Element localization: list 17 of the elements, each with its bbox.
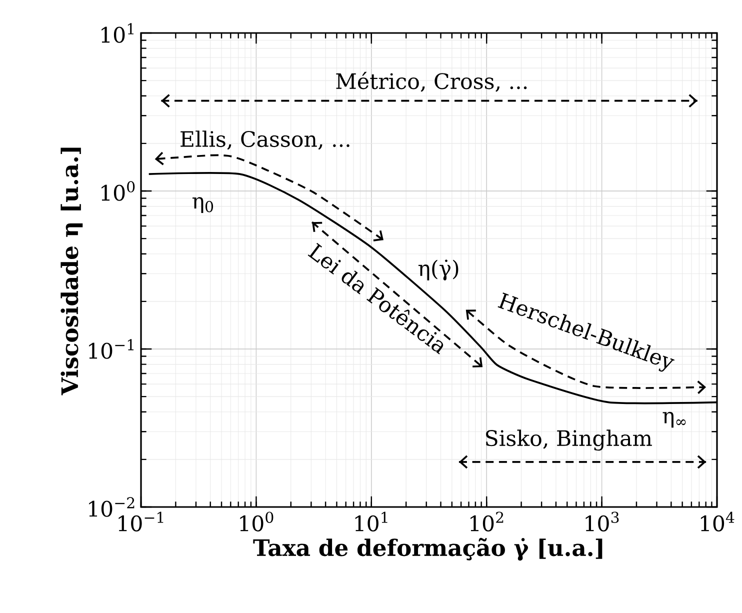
x-tick-label: 10$^{1}$	[355, 512, 388, 532]
x-tick-label: 10$^{2}$	[470, 512, 504, 532]
y-tick-label: 10$^{1}$	[102, 23, 134, 43]
x-tick-label: 10$^{0}$	[240, 512, 274, 532]
annotation: Ellis, Casson, ...	[180, 130, 350, 150]
x-tick-label: 10$^{−1}$	[118, 512, 164, 532]
annotation: Sisko, Bingham	[486, 430, 652, 451]
y-tick-label: 10$^{0}$	[102, 181, 135, 201]
annotation: η$_{∞}$	[662, 412, 686, 428]
annotation: η$_{0}$	[192, 197, 214, 213]
annotation: η(γ̇)	[418, 260, 458, 280]
annotation: Métrico, Cross, ...	[336, 72, 527, 92]
x-tick-label: 10$^{3}$	[586, 512, 619, 532]
y-axis-title: Viscosidade η [u.a.]	[60, 148, 83, 396]
x-tick-label: 10$^{4}$	[700, 512, 734, 532]
y-tick-label: 10$^{−1}$	[89, 339, 134, 359]
x-axis-title: Taxa de deformação γ̇ [u.a.]	[253, 538, 602, 561]
